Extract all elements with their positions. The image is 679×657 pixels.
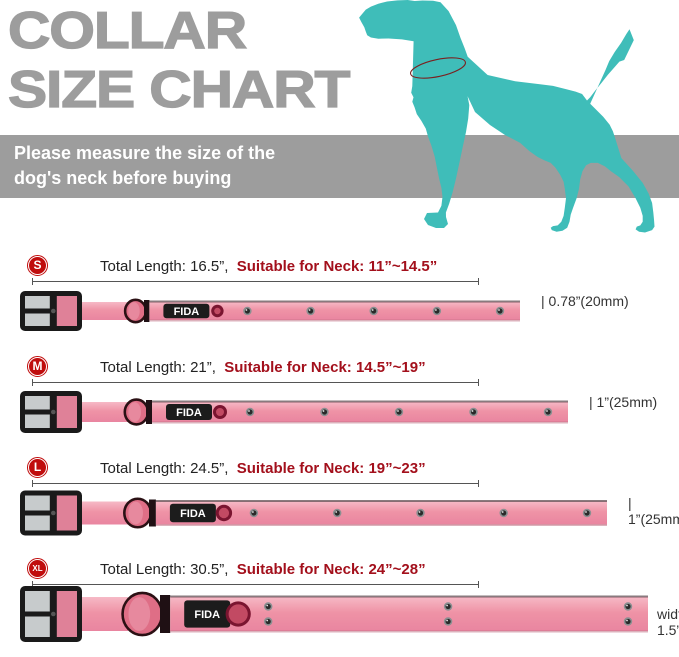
- svg-text:FIDA: FIDA: [174, 306, 200, 318]
- svg-text:FIDA: FIDA: [176, 407, 202, 419]
- svg-text:FIDA: FIDA: [194, 609, 220, 621]
- svg-text:FIDA: FIDA: [180, 508, 206, 520]
